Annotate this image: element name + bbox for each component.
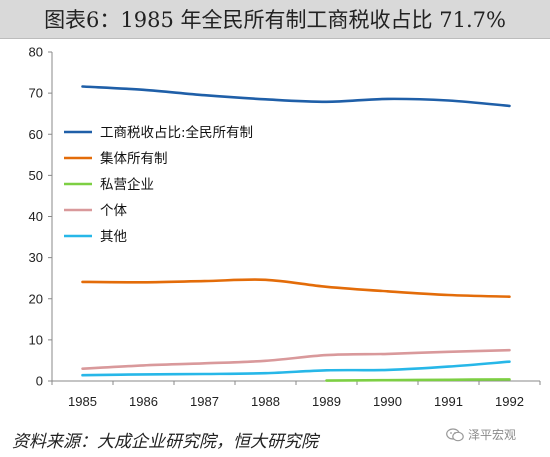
x-tick-label: 1985	[68, 394, 97, 409]
y-tick-label: 50	[29, 168, 43, 183]
series-line-3	[81, 348, 511, 370]
legend-label-0: 工商税收占比:全民所有制	[100, 124, 253, 141]
series-line-0	[81, 85, 511, 108]
x-tick-label: 1986	[129, 394, 158, 409]
x-tick-label: 1990	[373, 394, 402, 409]
chart-series-lines	[81, 85, 511, 382]
x-tick-label: 1987	[190, 394, 219, 409]
y-tick-label: 30	[29, 250, 43, 265]
x-tick-label: 1992	[495, 394, 524, 409]
watermark: 泽平宏观	[446, 426, 516, 443]
legend-label-4: 其他	[100, 229, 127, 245]
x-tick-label: 1988	[251, 394, 280, 409]
y-tick-label: 70	[29, 86, 43, 101]
series-line-1	[81, 278, 511, 298]
y-tick-label: 20	[29, 291, 43, 306]
y-tick-label: 80	[29, 45, 43, 60]
chart-title: 图表6：1985 年全民所有制工商税收占比 71.7%	[0, 0, 550, 39]
x-tick-label: 1991	[434, 394, 463, 409]
watermark-label: 泽平宏观	[468, 428, 517, 442]
x-tick-label: 1989	[312, 394, 341, 409]
y-tick-label: 10	[29, 332, 43, 347]
y-tick-label: 60	[29, 127, 43, 142]
legend-label-3: 个体	[100, 203, 127, 219]
chart-axes: 0 10 20 30 40 50 60 70 80 1985 1986 1987 1988 1989 199…	[29, 45, 541, 409]
line-chart: 0 10 20 30 40 50 60 70 80 1985 1986 1987 1988 1989 199…	[29, 45, 541, 409]
series-line-2	[325, 378, 511, 382]
y-tick-label: 0	[36, 374, 43, 389]
legend-label-1: 集体所有制	[100, 151, 168, 167]
y-tick-label: 40	[29, 209, 43, 224]
wechat-icon	[446, 427, 464, 441]
source-note: 资料来源：大成企业研究院，恒大研究院	[12, 432, 318, 452]
series-line-4	[81, 360, 511, 377]
legend-label-2: 私营企业	[100, 176, 154, 193]
